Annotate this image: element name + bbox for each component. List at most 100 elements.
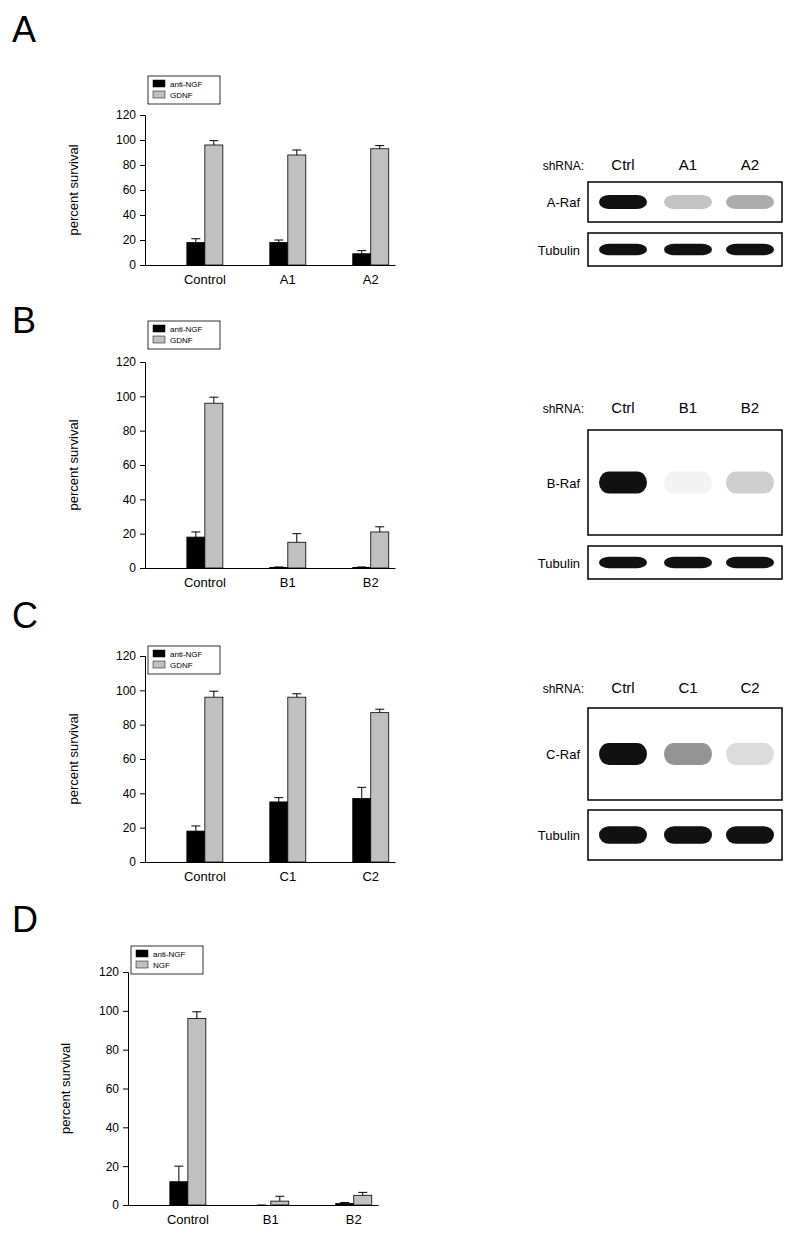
y-tick: 80 bbox=[123, 718, 145, 732]
blot-frame bbox=[588, 182, 782, 222]
band bbox=[664, 743, 712, 765]
error-bar bbox=[375, 146, 384, 149]
x-tick: Control bbox=[184, 862, 226, 884]
y-tick-label: 100 bbox=[116, 390, 136, 404]
band bbox=[599, 195, 647, 209]
bar bbox=[187, 831, 205, 862]
plot-area bbox=[187, 691, 389, 862]
row-label: Tubulin bbox=[538, 828, 580, 843]
error-bar bbox=[358, 1192, 367, 1195]
legend: anti-NGFGDNF bbox=[148, 76, 220, 104]
bar bbox=[205, 145, 223, 265]
y-tick-label: 0 bbox=[129, 258, 136, 272]
error-bar bbox=[192, 1012, 201, 1019]
y-tick: 60 bbox=[123, 458, 145, 472]
y-tick-label: 40 bbox=[123, 493, 137, 507]
row-label: Tubulin bbox=[538, 243, 580, 258]
error-bar bbox=[292, 694, 301, 697]
western-blot: shRNA:CtrlB1B2B-RafTubulin bbox=[538, 399, 782, 579]
y-tick-label: 120 bbox=[116, 108, 136, 122]
y-tick-label: 20 bbox=[123, 821, 137, 835]
y-tick-mark bbox=[140, 190, 145, 191]
x-tick-label: B2 bbox=[346, 1212, 362, 1227]
y-tick-label: 0 bbox=[129, 561, 136, 575]
y-tick-label: 100 bbox=[116, 133, 136, 147]
bar bbox=[371, 532, 389, 568]
bar bbox=[205, 403, 223, 568]
error-stem bbox=[278, 798, 279, 802]
lane-label: B1 bbox=[679, 399, 697, 416]
error-bar bbox=[375, 527, 384, 532]
error-bar bbox=[274, 240, 283, 243]
y-axis: 020406080100120 bbox=[99, 965, 129, 1212]
bar bbox=[353, 254, 371, 265]
x-tick: B2 bbox=[363, 568, 379, 590]
y-tick: 40 bbox=[106, 1121, 128, 1135]
x-tick-label: C1 bbox=[279, 869, 296, 884]
error-stem bbox=[296, 534, 297, 543]
bar bbox=[270, 243, 288, 266]
row-label: Tubulin bbox=[538, 556, 580, 571]
x-tick: C2 bbox=[362, 862, 379, 884]
error-cap bbox=[191, 825, 200, 826]
y-tick-mark bbox=[140, 465, 145, 466]
error-cap bbox=[192, 1011, 201, 1012]
error-stem bbox=[296, 150, 297, 155]
band bbox=[599, 826, 647, 844]
y-axis: 020406080100120 bbox=[116, 355, 146, 575]
y-tick-label: 20 bbox=[123, 527, 137, 541]
error-cap bbox=[292, 693, 301, 694]
error-bar bbox=[357, 787, 366, 798]
y-tick: 100 bbox=[116, 133, 145, 147]
y-tick-mark bbox=[123, 1089, 128, 1090]
error-cap bbox=[209, 397, 218, 398]
y-tick-mark bbox=[140, 396, 145, 397]
y-tick-mark bbox=[140, 240, 145, 241]
error-stem bbox=[379, 709, 380, 712]
error-bar bbox=[257, 1205, 266, 1206]
band bbox=[726, 826, 774, 844]
error-stem bbox=[195, 239, 196, 243]
legend-box bbox=[148, 646, 220, 674]
band bbox=[726, 743, 774, 765]
y-tick-mark bbox=[140, 862, 145, 863]
error-bar bbox=[275, 1196, 284, 1201]
blot-frame bbox=[588, 546, 782, 579]
y-tick: 0 bbox=[129, 855, 145, 869]
lane-label: A1 bbox=[679, 156, 697, 173]
error-stem bbox=[379, 527, 380, 532]
band bbox=[664, 244, 712, 256]
error-cap bbox=[292, 533, 301, 534]
error-bar bbox=[292, 150, 301, 155]
error-cap bbox=[274, 240, 283, 241]
blot-frame bbox=[588, 810, 782, 860]
panel-letter: D bbox=[12, 899, 38, 940]
bar bbox=[188, 1019, 206, 1205]
band bbox=[599, 557, 647, 569]
panel-letter: C bbox=[12, 595, 38, 636]
y-tick-mark bbox=[140, 534, 145, 535]
y-axis-line bbox=[123, 973, 129, 1206]
bar bbox=[371, 149, 389, 265]
y-tick: 0 bbox=[112, 1198, 128, 1212]
x-tick: B1 bbox=[263, 1205, 279, 1227]
plot-area bbox=[170, 1012, 372, 1205]
error-stem bbox=[195, 826, 196, 831]
error-bar bbox=[209, 141, 218, 145]
plot-area bbox=[187, 397, 389, 568]
y-tick: 40 bbox=[123, 787, 145, 801]
legend-swatch bbox=[153, 91, 165, 98]
x-tick: C1 bbox=[279, 862, 296, 884]
y-tick-label: 80 bbox=[123, 718, 137, 732]
bar bbox=[270, 802, 288, 862]
x-tick-label: Control bbox=[184, 575, 226, 590]
band bbox=[664, 472, 712, 494]
y-axis-title: percent survival bbox=[58, 1043, 73, 1134]
error-cap bbox=[174, 1166, 183, 1167]
legend-swatch bbox=[136, 950, 148, 957]
series bbox=[188, 1012, 372, 1205]
bar bbox=[271, 1201, 289, 1205]
y-axis-title: percent survival bbox=[66, 144, 81, 235]
error-cap bbox=[191, 238, 200, 239]
y-tick: 100 bbox=[116, 684, 145, 698]
